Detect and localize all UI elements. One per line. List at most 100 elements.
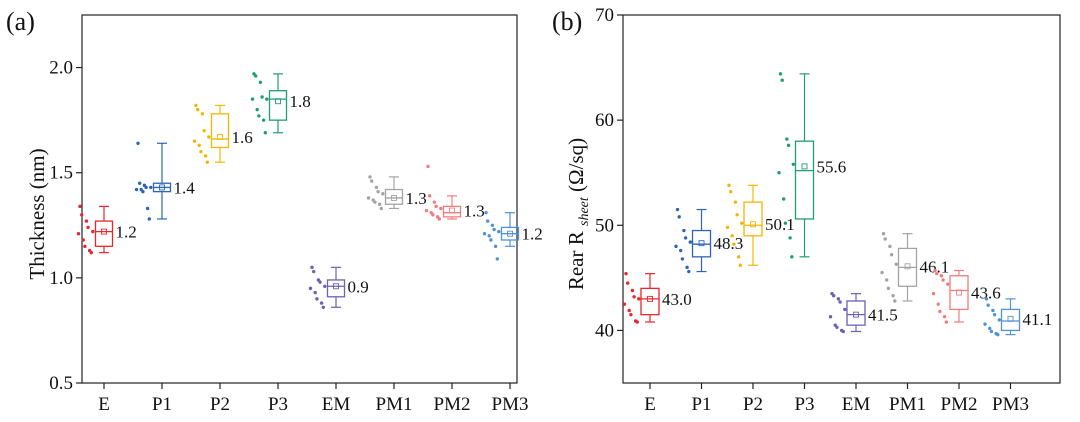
data-point <box>379 206 383 211</box>
panel-b-x-tick-label: P2 <box>743 394 763 415</box>
data-point <box>629 312 633 317</box>
data-label: 43.6 <box>971 284 1001 303</box>
data-point <box>622 302 627 306</box>
panel-a-box-P2: 1.6 <box>192 103 253 164</box>
panel-b-box-P2: 50.1 <box>725 183 795 267</box>
panel-b-box-P1: 48.3 <box>674 207 744 274</box>
data-point <box>836 297 841 301</box>
data-point <box>368 175 372 179</box>
data-label: 1.3 <box>464 202 485 221</box>
data-point <box>933 268 937 273</box>
data-point <box>258 80 263 84</box>
data-point <box>683 236 688 240</box>
data-point <box>89 250 94 255</box>
data-point <box>989 329 994 334</box>
data-point <box>145 206 150 211</box>
mean-marker <box>750 221 756 228</box>
panel-a-x-tick-label: P3 <box>268 394 288 415</box>
panel-b-x-tick-label: PM2 <box>941 394 978 415</box>
data-point <box>203 154 208 158</box>
mean-marker <box>956 289 962 296</box>
panel-b-y-axis-title: Rear R sheet (Ω/sq) <box>564 138 593 290</box>
mean-marker <box>101 228 107 235</box>
data-point <box>891 294 895 298</box>
data-point <box>432 200 437 204</box>
data-point <box>732 242 736 246</box>
iqr-box <box>326 279 346 298</box>
panel-b-y-axis-title-sub: sheet <box>577 196 592 226</box>
panel-b-y-tick-label: 60 <box>595 110 614 131</box>
data-point <box>373 200 377 204</box>
data-point <box>991 308 995 313</box>
data-point <box>321 305 325 309</box>
data-point <box>482 231 487 236</box>
panel-a-x-tick-label: E <box>98 394 110 415</box>
panel-a-x-tick-label: PM1 <box>376 394 413 415</box>
data-point <box>495 257 499 261</box>
panel-b-box-PM1: 46.1 <box>880 231 949 303</box>
data-point <box>736 255 741 259</box>
data-point <box>785 137 789 141</box>
panel-a-box-P1: 1.4 <box>134 141 195 221</box>
data-point <box>778 72 783 76</box>
data-label: 1.2 <box>116 223 137 242</box>
data-point <box>84 219 89 223</box>
data-point <box>381 192 385 196</box>
data-point <box>788 236 792 240</box>
data-point <box>377 202 382 206</box>
panel-b-y-axis-title-unit: (Ω/sq) <box>564 138 588 192</box>
data-point <box>828 315 833 319</box>
data-point <box>134 187 139 192</box>
data-point <box>263 131 267 135</box>
data-label: 48.3 <box>714 234 744 253</box>
data-point <box>997 318 1001 322</box>
mean-marker <box>159 184 165 191</box>
data-point <box>939 274 944 278</box>
data-point <box>370 179 374 183</box>
data-point <box>91 229 95 234</box>
mean-marker <box>1007 315 1014 322</box>
data-point <box>944 320 948 324</box>
data-point <box>487 234 491 238</box>
panel-a-x-tick-label: EM <box>322 394 351 415</box>
data-point <box>935 271 939 276</box>
panel-a: (a) Thickness (nm) 0.51.01.52.0 E P1 P2 P3 E… <box>6 7 543 415</box>
data-point <box>632 295 636 299</box>
data-point <box>984 297 989 301</box>
data-point <box>885 278 889 282</box>
data-point <box>308 286 313 291</box>
data-point <box>261 118 266 122</box>
mean-marker <box>449 207 455 214</box>
panel-a-box-PM2: 1.3 <box>424 164 485 221</box>
data-point <box>199 149 203 154</box>
data-point <box>497 229 501 234</box>
data-label: 43.0 <box>662 290 692 309</box>
data-point <box>260 95 264 99</box>
panel-a-plot-frame <box>81 14 518 384</box>
panel-a-box-EM: 0.9 <box>308 265 369 309</box>
panel-a-boxes: 1.2 1.4 1.6 1.8 0.9 1.3 1.3 1.2 <box>76 72 543 309</box>
data-point <box>883 237 887 241</box>
panel-b-label: (b) <box>552 7 582 36</box>
data-point <box>988 326 992 331</box>
data-point <box>319 301 324 305</box>
mean-marker <box>333 283 339 290</box>
data-point <box>729 189 733 194</box>
data-point <box>136 141 140 145</box>
panel-b-box-PM3: 41.1 <box>983 297 1052 337</box>
data-point <box>780 78 784 82</box>
data-point <box>992 312 997 317</box>
data-point <box>733 200 738 204</box>
panel-b-x-tick-label: P1 <box>691 394 711 415</box>
panel-a-x-ticks: E P1 P2 P3 EM PM1 PM2 PM3 <box>98 383 528 415</box>
panel-a-box-P3: 1.8 <box>250 72 311 135</box>
data-point <box>374 185 379 190</box>
data-point <box>424 208 429 213</box>
data-point <box>881 231 886 236</box>
data-point <box>312 269 316 274</box>
data-label: 55.6 <box>817 157 847 176</box>
data-point <box>936 302 940 306</box>
panel-a-y-tick-label: 1.0 <box>49 268 73 289</box>
mean-marker <box>904 263 911 270</box>
data-label: 41.5 <box>868 306 898 325</box>
